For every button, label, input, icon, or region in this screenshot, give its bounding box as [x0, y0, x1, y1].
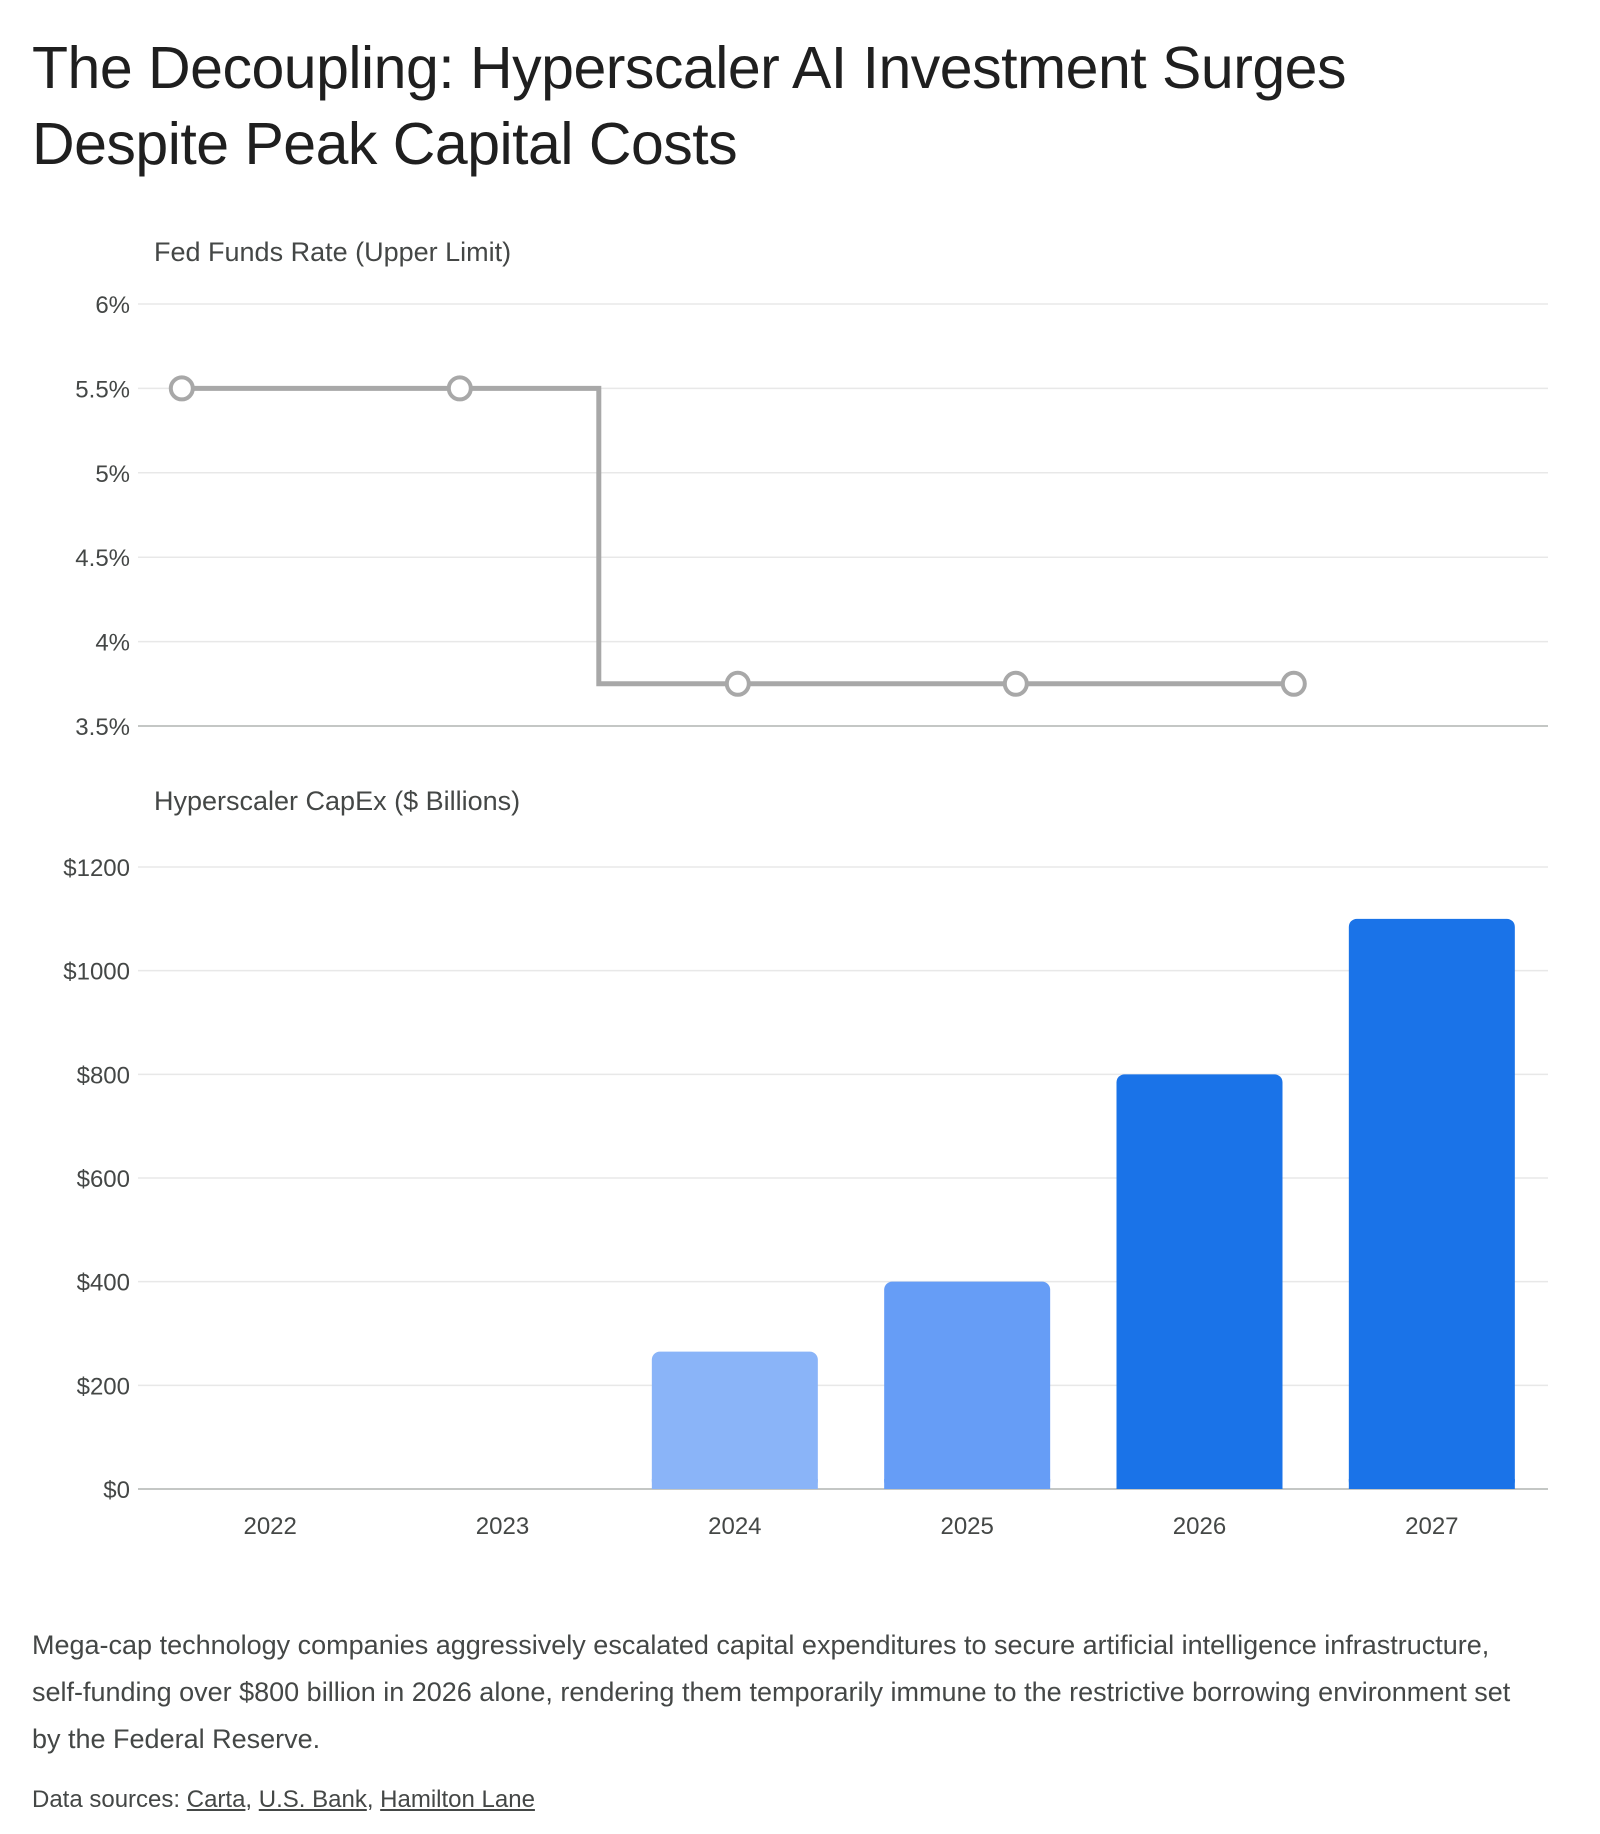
- capex-bar-base: [884, 1479, 1051, 1489]
- x-tick-label: 2022: [243, 1513, 296, 1540]
- source-link-us-bank[interactable]: U.S. Bank: [258, 1786, 367, 1813]
- rate-point: [1280, 670, 1307, 697]
- capex-bar: [1116, 1074, 1283, 1489]
- sources-label: Data sources:: [32, 1786, 187, 1813]
- rate-y-tick-label: 4.5%: [75, 545, 130, 572]
- capex-gridlines: [138, 866, 1548, 1490]
- chart-title: The Decoupling: Hyperscaler AI Investmen…: [32, 35, 1347, 177]
- capex-y-tick-label: $1200: [63, 855, 130, 882]
- data-sources: Data sources: Carta, U.S. Bank, Hamilton…: [32, 1786, 535, 1813]
- capex-y-tick-label: $200: [77, 1373, 130, 1400]
- rate-series: [168, 375, 1307, 697]
- chart-description: Mega-cap technology companies aggressive…: [32, 1630, 1511, 1754]
- capex-bar: [651, 1351, 818, 1489]
- capex-y-tick-label: $800: [77, 1062, 130, 1089]
- capex-bar-base: [1348, 1479, 1515, 1489]
- x-tick-label: 2026: [1173, 1513, 1226, 1540]
- capex-y-axis: $0 $200 $400 $600 $800 $1000 $1200: [63, 855, 130, 1504]
- rate-y-tick-label: 5%: [95, 461, 130, 488]
- fed-funds-rate-panel: Fed Funds Rate (Upper Limit) 3.5% 4% 4.5% 5…: [75, 237, 1548, 741]
- capex-bars: [651, 918, 1515, 1489]
- capex-bar-base: [1116, 1479, 1283, 1489]
- x-axis: 2022 2023 2024 2025 2026 2027: [243, 1513, 1458, 1540]
- capex-y-tick-label: $600: [77, 1166, 130, 1193]
- capex-bar: [1348, 918, 1515, 1489]
- source-link-carta[interactable]: Carta: [186, 1786, 246, 1813]
- capex-subtitle: Hyperscaler CapEx ($ Billions): [154, 786, 520, 816]
- rate-y-axis: 3.5% 4% 4.5% 5% 5.5% 6%: [75, 292, 130, 741]
- capex-y-tick-label: $400: [77, 1270, 130, 1297]
- x-tick-label: 2024: [708, 1513, 761, 1540]
- rate-y-tick-label: 5.5%: [75, 376, 130, 403]
- rate-gridlines: [138, 303, 1548, 727]
- rate-point: [446, 375, 473, 402]
- rate-point: [168, 375, 195, 402]
- fed-funds-rate-subtitle: Fed Funds Rate (Upper Limit): [154, 237, 511, 267]
- source-link-hamilton-lane[interactable]: Hamilton Lane: [380, 1786, 535, 1813]
- x-tick-label: 2027: [1405, 1513, 1458, 1540]
- rate-line: [181, 385, 1294, 687]
- rate-y-tick-label: 6%: [95, 292, 130, 319]
- capex-bar-base: [651, 1479, 818, 1489]
- combined-chart: Fed Funds Rate (Upper Limit) 3.5% 4% 4.5% 5…: [63, 237, 1548, 1540]
- capex-bar: [884, 1281, 1051, 1489]
- capex-panel: Hyperscaler CapEx ($ Billions) $0 $200 $40…: [63, 786, 1548, 1540]
- rate-point: [724, 670, 751, 697]
- capex-y-tick-label: $1000: [63, 959, 130, 986]
- rate-y-tick-label: 3.5%: [75, 714, 130, 741]
- x-tick-label: 2023: [476, 1513, 529, 1540]
- capex-y-tick-label: $0: [103, 1477, 130, 1504]
- x-tick-label: 2025: [940, 1513, 993, 1540]
- rate-y-tick-label: 4%: [95, 630, 130, 657]
- rate-point: [1002, 670, 1029, 697]
